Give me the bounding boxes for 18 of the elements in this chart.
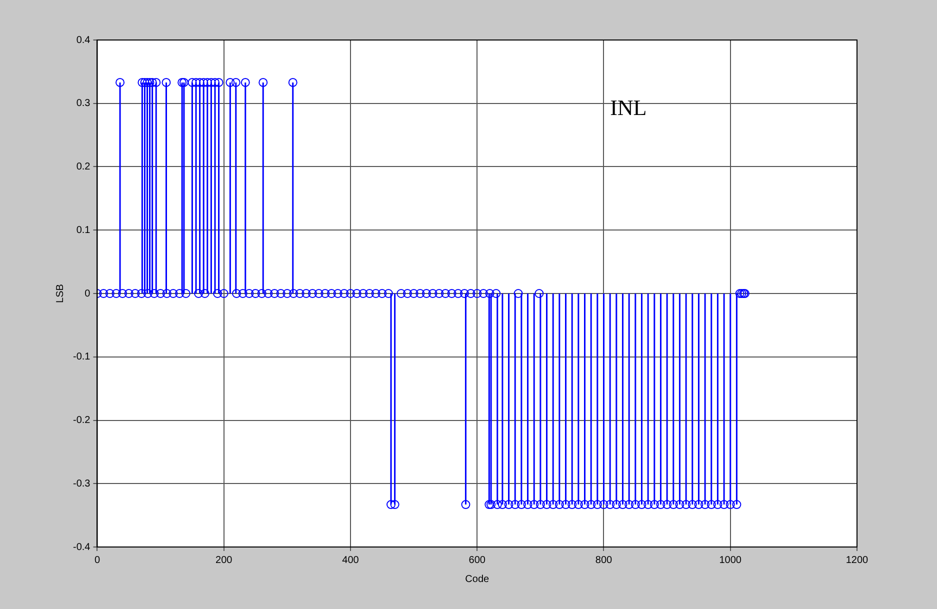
y-tick-label: 0 [84,288,91,300]
x-tick-label: 1200 [846,554,869,566]
x-axis-title: Code [465,574,490,585]
y-tick-label: -0.1 [72,352,91,363]
x-tick-label: 200 [216,554,233,566]
y-tick-label: 0.2 [76,162,91,172]
y-axis-title: LSB [54,284,66,303]
x-tick-label: 400 [342,554,360,566]
x-tick-label: 800 [595,554,613,566]
x-tick-label: 1000 [719,554,742,566]
y-tick-label: -0.3 [72,478,91,490]
y-tick-label: -0.2 [72,415,91,426]
x-tick-label: 600 [468,554,486,566]
y-tick-label: -0.4 [72,542,91,553]
y-tick-label: 0.4 [76,34,91,46]
y-tick-label: 0.3 [76,98,91,110]
x-tick-label: 0 [94,554,100,566]
y-tick-label: 0.1 [76,224,91,236]
